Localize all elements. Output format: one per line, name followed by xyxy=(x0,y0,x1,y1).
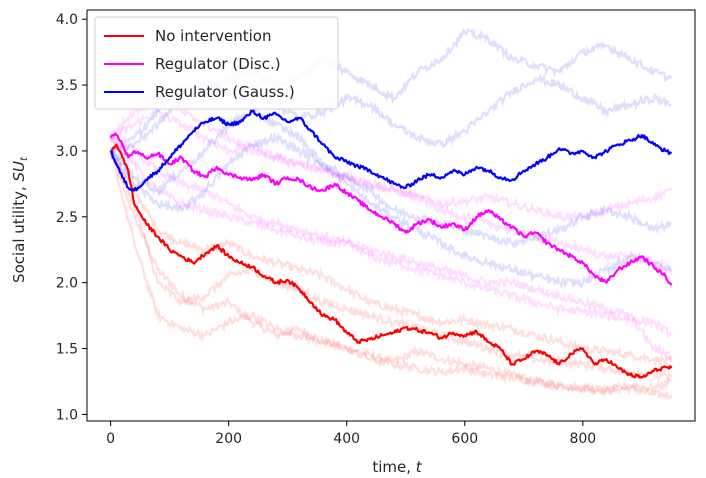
legend-label: Regulator (Disc.) xyxy=(155,55,281,73)
x-tick-label: 800 xyxy=(569,431,596,447)
legend-entry: Regulator (Gauss.) xyxy=(104,83,295,101)
x-axis-label: time, t xyxy=(372,458,422,476)
x-tick-label: 0 xyxy=(106,431,115,447)
legend: No intervention Regulator (Disc.) Regula… xyxy=(94,16,339,110)
mean-series xyxy=(109,109,673,379)
y-axis-ticks: 1.0 1.5 2.0 2.5 3.0 3.5 4.0 xyxy=(56,12,87,423)
series-line-regulator-gauss xyxy=(109,109,673,192)
x-tick-label: 400 xyxy=(333,431,360,447)
run-line xyxy=(109,136,673,339)
series-line-no-intervention xyxy=(110,143,673,379)
y-tick-label: 2.0 xyxy=(56,276,78,292)
y-axis-label: Social utility, SUt xyxy=(10,156,30,283)
run-line xyxy=(109,150,673,383)
run-line xyxy=(109,105,672,250)
x-tick-label: 600 xyxy=(451,431,478,447)
y-tick-label: 3.0 xyxy=(56,144,78,160)
legend-entry: No intervention xyxy=(104,27,271,45)
x-axis-ticks: 0 200 400 600 800 xyxy=(106,421,596,447)
y-tick-label: 4.0 xyxy=(56,12,78,28)
legend-box xyxy=(94,16,339,110)
y-tick-label: 1.5 xyxy=(56,342,78,358)
y-tick-label: 3.5 xyxy=(56,78,78,94)
legend-entry: Regulator (Disc.) xyxy=(104,55,281,73)
legend-label: Regulator (Gauss.) xyxy=(155,83,295,101)
run-line xyxy=(109,106,673,223)
run-line xyxy=(109,150,673,396)
x-tick-label: 200 xyxy=(215,431,242,447)
run-line xyxy=(110,131,672,290)
plot-frame xyxy=(86,9,696,422)
series-line-regulator-disc xyxy=(109,132,673,286)
y-tick-label: 2.5 xyxy=(56,210,78,226)
run-line xyxy=(110,148,673,367)
legend-label: No intervention xyxy=(155,27,271,45)
run-line xyxy=(109,150,673,401)
y-tick-label: 1.0 xyxy=(56,407,78,423)
run-line xyxy=(110,133,673,361)
